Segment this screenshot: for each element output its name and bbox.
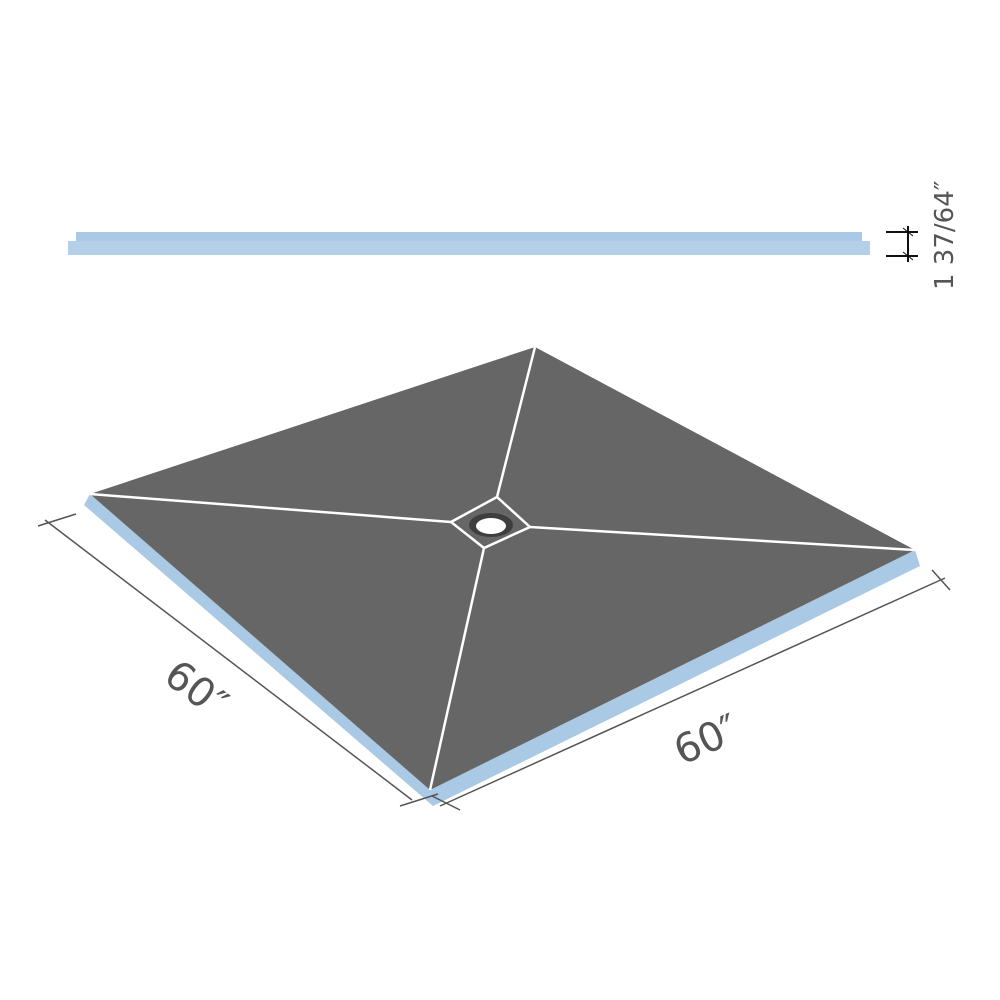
seam-lines	[89, 346, 916, 791]
profile-top-layer	[76, 232, 862, 242]
side-profile	[68, 232, 870, 255]
left-width-label: 60″	[156, 651, 236, 727]
left-dimension-line	[37, 513, 439, 807]
profile-bottom-layer	[68, 241, 870, 255]
thickness-label: 1 37/64″	[930, 180, 960, 290]
right-width-label: 60″	[667, 706, 746, 775]
drain-icon	[469, 513, 513, 537]
right-dimension-line	[431, 569, 951, 811]
thickness-dimension-icon	[886, 226, 918, 262]
shower-tray	[84, 346, 920, 806]
membrane-surface	[90, 347, 915, 790]
